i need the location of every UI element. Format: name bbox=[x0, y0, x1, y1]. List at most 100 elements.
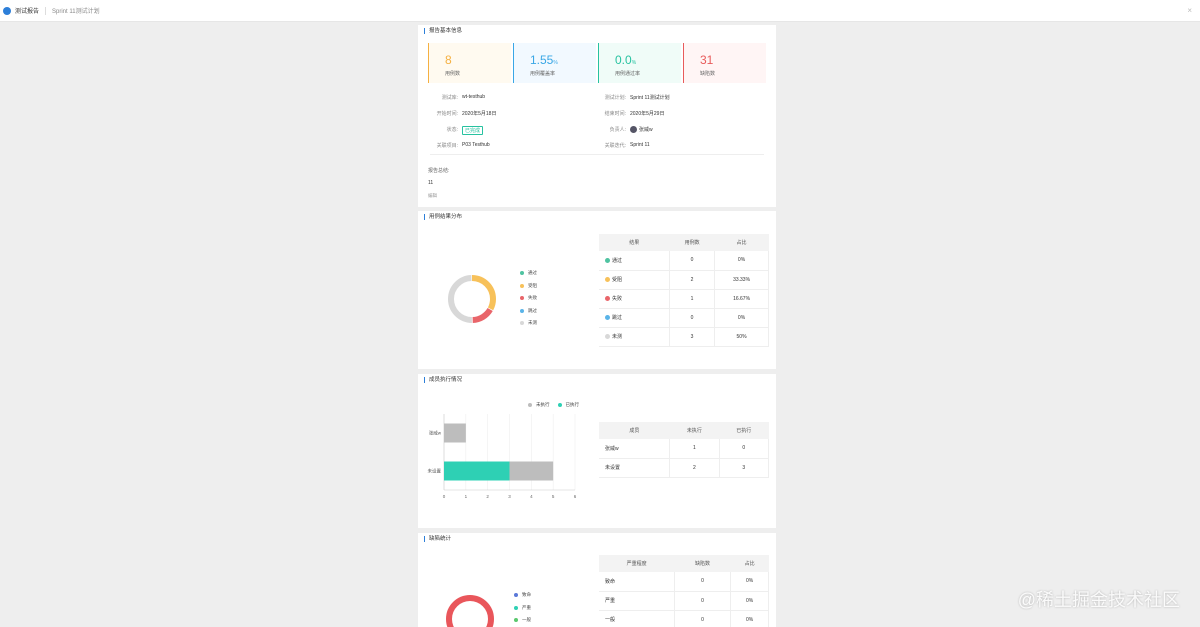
info-field-value: wt-testhub bbox=[462, 94, 486, 100]
legend-dot bbox=[514, 593, 518, 598]
legend-dot bbox=[520, 321, 524, 326]
table-row: 通过 0 0% bbox=[599, 251, 769, 271]
kpi-card: 31 缺陷数 bbox=[683, 43, 766, 83]
info-field-value: 2020年5月18日 bbox=[462, 111, 497, 117]
result-distribution-card: 用例结果分布 通过 受阻 失败 跳过 未测 结果 用例数 占比 通过 0 0% 受阻 2 33.33% 失… bbox=[418, 211, 776, 369]
table-cell: 0 bbox=[669, 251, 716, 271]
table-cell: 33.33% bbox=[714, 270, 769, 290]
table-row: 未测 3 50% bbox=[599, 327, 769, 347]
summary-label: 报告总结: bbox=[428, 168, 450, 174]
kpi-value: 0.0% bbox=[615, 53, 637, 67]
table-header-cell: 结果 bbox=[599, 234, 670, 251]
divider bbox=[45, 6, 47, 15]
table-cell: 0 bbox=[674, 591, 732, 611]
table-row: 受阻 2 33.33% bbox=[599, 270, 769, 290]
legend-item[interactable]: 未测 bbox=[520, 317, 537, 330]
table-header-cell: 占比 bbox=[714, 234, 769, 251]
table-cell: 50% bbox=[714, 327, 769, 347]
top-bar: 测试报告 Sprint 11测试计划 × bbox=[0, 0, 1200, 22]
member-legend: 未执行 已执行 bbox=[528, 399, 579, 412]
x-tick-label: 1 bbox=[465, 494, 468, 499]
legend-item[interactable]: 失败 bbox=[520, 292, 537, 305]
legend-item[interactable]: 受阻 bbox=[520, 280, 537, 293]
bar[interactable] bbox=[444, 423, 466, 443]
defect-stats-title: 缺陷统计 bbox=[424, 536, 451, 542]
legend-item[interactable]: 未执行 bbox=[528, 399, 550, 412]
table-row: 致命 0 0% bbox=[599, 572, 769, 592]
table-cell: 0% bbox=[730, 610, 769, 627]
legend-dot bbox=[557, 403, 562, 408]
y-tick-label: 张威w bbox=[429, 430, 442, 437]
avatar bbox=[630, 126, 637, 134]
kpi-value: 8 bbox=[445, 53, 452, 67]
basic-info-title: 报告基本信息 bbox=[424, 28, 462, 34]
legend-item[interactable]: 致命 bbox=[514, 589, 531, 602]
bar[interactable] bbox=[444, 461, 510, 481]
result-donut-chart bbox=[448, 275, 496, 323]
table-cell: 失败 bbox=[599, 289, 671, 309]
table-header-cell: 占比 bbox=[730, 555, 769, 572]
legend-item[interactable]: 通过 bbox=[520, 267, 537, 280]
table-cell: 0 bbox=[669, 308, 716, 328]
x-tick-label: 4 bbox=[530, 494, 533, 499]
legend-dot bbox=[528, 403, 532, 408]
kpi-value: 31 bbox=[700, 53, 714, 67]
member-execution-card: 成员执行情况 未执行 已执行 0 1 2 3 4 5 6 张威w 未设置 成员 未执行 已执行 张威w 1… bbox=[418, 374, 776, 528]
table-cell: 0 bbox=[719, 439, 770, 459]
donut-slice[interactable] bbox=[448, 275, 496, 323]
legend-item[interactable]: 一般 bbox=[514, 614, 531, 627]
kpi-label: 用例数 bbox=[445, 71, 461, 77]
table-cell: 2 bbox=[669, 458, 720, 478]
kpi-label: 用例通过率 bbox=[615, 71, 641, 77]
defect-ring bbox=[446, 595, 494, 627]
legend-dot bbox=[514, 618, 518, 623]
x-tick-label: 3 bbox=[508, 494, 511, 499]
table-cell: 跳过 bbox=[599, 308, 671, 328]
defect-table: 严重程度 缺陷数 占比 致命 0 0% 严重 0 0% 一般 0 0% bbox=[599, 555, 769, 627]
table-header-row: 成员 未执行 已执行 bbox=[599, 422, 769, 439]
close-icon[interactable]: × bbox=[1187, 6, 1192, 15]
table-cell: 一般 bbox=[599, 610, 675, 627]
defect-stats-card: 缺陷统计 致命 严重 一般 严重程度 缺陷数 占比 致命 0 0% 严重 0 0% 一般 0 0% bbox=[418, 533, 776, 627]
kpi-card: 8 用例数 bbox=[428, 43, 511, 83]
app-title: 测试报告 bbox=[15, 9, 40, 15]
info-field-value: Sprint 11测试计划 bbox=[630, 95, 670, 101]
table-cell: 通过 bbox=[599, 251, 671, 271]
table-row: 严重 0 0% bbox=[599, 591, 769, 611]
info-field-label: 开始时间: bbox=[436, 111, 458, 117]
info-field-label: 测试计划: bbox=[604, 95, 626, 101]
table-header-cell: 严重程度 bbox=[599, 555, 675, 572]
legend-dot bbox=[520, 308, 524, 313]
info-field-label: 负责人: bbox=[609, 127, 626, 133]
result-distribution-title: 用例结果分布 bbox=[424, 214, 462, 220]
info-field-value: Sprint 11 bbox=[630, 142, 650, 148]
status-dot-icon bbox=[605, 257, 610, 263]
legend-item[interactable]: 严重 bbox=[514, 602, 531, 615]
legend-item[interactable]: 已执行 bbox=[557, 399, 579, 412]
table-row: 跳过 0 0% bbox=[599, 308, 769, 328]
breadcrumb[interactable]: Sprint 11测试计划 bbox=[52, 9, 100, 15]
member-execution-title: 成员执行情况 bbox=[424, 377, 462, 383]
status-dot-icon bbox=[605, 296, 610, 302]
table-cell: 未测 bbox=[599, 327, 671, 347]
x-tick-label: 0 bbox=[443, 494, 446, 499]
basic-info-card: 报告基本信息 8 用例数 1.55% 用例覆盖率 0.0% 用例通过率 31 缺陷数 测试库:… bbox=[418, 25, 776, 207]
table-header-row: 严重程度 缺陷数 占比 bbox=[599, 555, 769, 572]
table-header-cell: 缺陷数 bbox=[674, 555, 731, 572]
bar[interactable] bbox=[509, 461, 554, 481]
x-tick-label: 6 bbox=[574, 494, 577, 499]
watermark: @稀土掘金技术社区 bbox=[1017, 590, 1180, 610]
x-tick-label: 2 bbox=[486, 494, 489, 499]
info-field-value: 已完成 bbox=[462, 126, 484, 135]
divider bbox=[430, 154, 764, 155]
legend-dot bbox=[514, 605, 518, 610]
kpi-value: 1.55% bbox=[530, 53, 558, 67]
legend-item[interactable]: 跳过 bbox=[520, 305, 537, 318]
summary-value: 11 bbox=[428, 180, 434, 186]
table-cell: 未设置 bbox=[599, 458, 671, 478]
table-header-cell: 未执行 bbox=[669, 422, 720, 439]
kpi-label: 用例覆盖率 bbox=[530, 71, 556, 77]
table-cell: 0 bbox=[674, 610, 732, 627]
legend-dot bbox=[520, 283, 524, 288]
summary-edit-link[interactable]: 编辑 bbox=[428, 193, 437, 198]
